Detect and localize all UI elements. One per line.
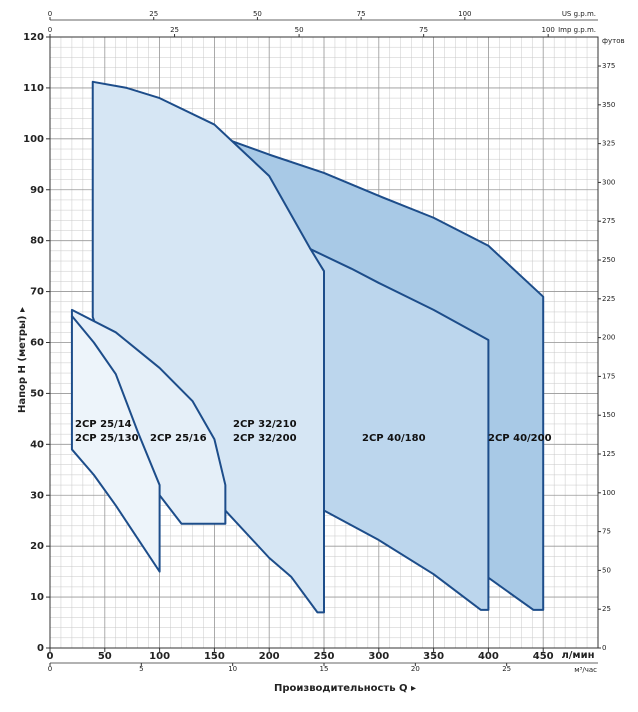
x-axis-title: Производительность Q ▸	[274, 683, 416, 694]
x-tick-label: 25	[149, 10, 158, 18]
region-label: 2CP 25/14	[75, 419, 132, 430]
y-tick-label: 10	[30, 592, 44, 603]
x-tick-label: 10	[228, 665, 237, 673]
y2-tick-label: 75	[602, 528, 611, 536]
x-tick-label: 350	[423, 651, 444, 662]
y-tick-label: 100	[23, 134, 44, 145]
y-tick-label: 90	[30, 185, 44, 196]
x-tick-label: 150	[204, 651, 225, 662]
x-tick-label: 100	[458, 10, 471, 18]
x-tick-label: 300	[368, 651, 389, 662]
x-tick-label: 100	[541, 26, 554, 34]
y2-tick-label: 0	[602, 644, 606, 652]
x-tick-label: 25	[170, 26, 179, 34]
region-label: 2CP 32/200	[233, 433, 297, 444]
x-tick-label: 0	[48, 10, 52, 18]
y2-tick-label: 225	[602, 295, 615, 303]
x-tick-label: 75	[419, 26, 428, 34]
y-tick-label: 40	[30, 439, 44, 450]
y-tick-label: 0	[37, 643, 44, 654]
y-tick-label: 30	[30, 490, 44, 501]
us-gpm-unit: US g.p.m.	[562, 10, 596, 18]
y2-tick-label: 150	[602, 411, 615, 419]
x-tick-label: 20	[411, 665, 420, 673]
y2-tick-label: 125	[602, 450, 615, 458]
x-tick-label: 50	[98, 651, 112, 662]
x-tick-label: 50	[295, 26, 304, 34]
y2-tick-label: 175	[602, 372, 615, 380]
x-tick-label: 250	[314, 651, 335, 662]
y-tick-label: 80	[30, 236, 44, 247]
x-tick-label: 25	[502, 665, 511, 673]
x-tick-label: 200	[259, 651, 280, 662]
x-tick-label: 0	[47, 651, 54, 662]
plot-frame	[49, 36, 599, 649]
y2-unit: футов	[602, 37, 625, 45]
y-axis-title: Напор H (метры) ▸	[17, 307, 28, 413]
x-tick-label: 400	[478, 651, 499, 662]
region-label: 2CP 25/130	[75, 433, 139, 444]
region-label: 2CP 40/180	[362, 433, 426, 444]
x-tick-label: 0	[48, 26, 52, 34]
x-tick-label: 15	[320, 665, 329, 673]
pump-region	[70, 315, 161, 573]
y2-tick-label: 25	[602, 605, 611, 613]
y-tick-label: 120	[23, 32, 44, 43]
y2-tick-label: 275	[602, 217, 615, 225]
y2-tick-label: 375	[602, 62, 615, 70]
y-tick-label: 70	[30, 287, 44, 298]
y2-tick-label: 350	[602, 101, 615, 109]
x-tick-label: 5	[139, 665, 143, 673]
region-label: 2CP 40/200	[488, 433, 552, 444]
y-tick-label: 50	[30, 388, 44, 399]
region-label: 2CP 32/210	[233, 419, 297, 430]
imp-gpm-unit: Imp g.p.m.	[558, 26, 596, 34]
x-tick-label: 0	[48, 665, 52, 673]
x-tick-label: 100	[149, 651, 170, 662]
y2-tick-label: 325	[602, 140, 615, 148]
x-tick-label: 450	[533, 651, 554, 662]
x-tick-label: 50	[253, 10, 262, 18]
y2-tick-label: 250	[602, 256, 615, 264]
y2-tick-label: 50	[602, 566, 611, 574]
y-tick-label: 20	[30, 541, 44, 552]
x-tick-label: 75	[357, 10, 366, 18]
y2-tick-label: 100	[602, 489, 615, 497]
y-tick-label: 60	[30, 338, 44, 349]
x-unit: л/мин	[561, 650, 594, 661]
region-label: 2CP 25/16	[150, 433, 207, 444]
m3h-unit: м³/час	[574, 666, 597, 674]
y2-tick-label: 200	[602, 334, 615, 342]
y2-tick-label: 300	[602, 178, 615, 186]
y-tick-label: 110	[23, 83, 44, 94]
